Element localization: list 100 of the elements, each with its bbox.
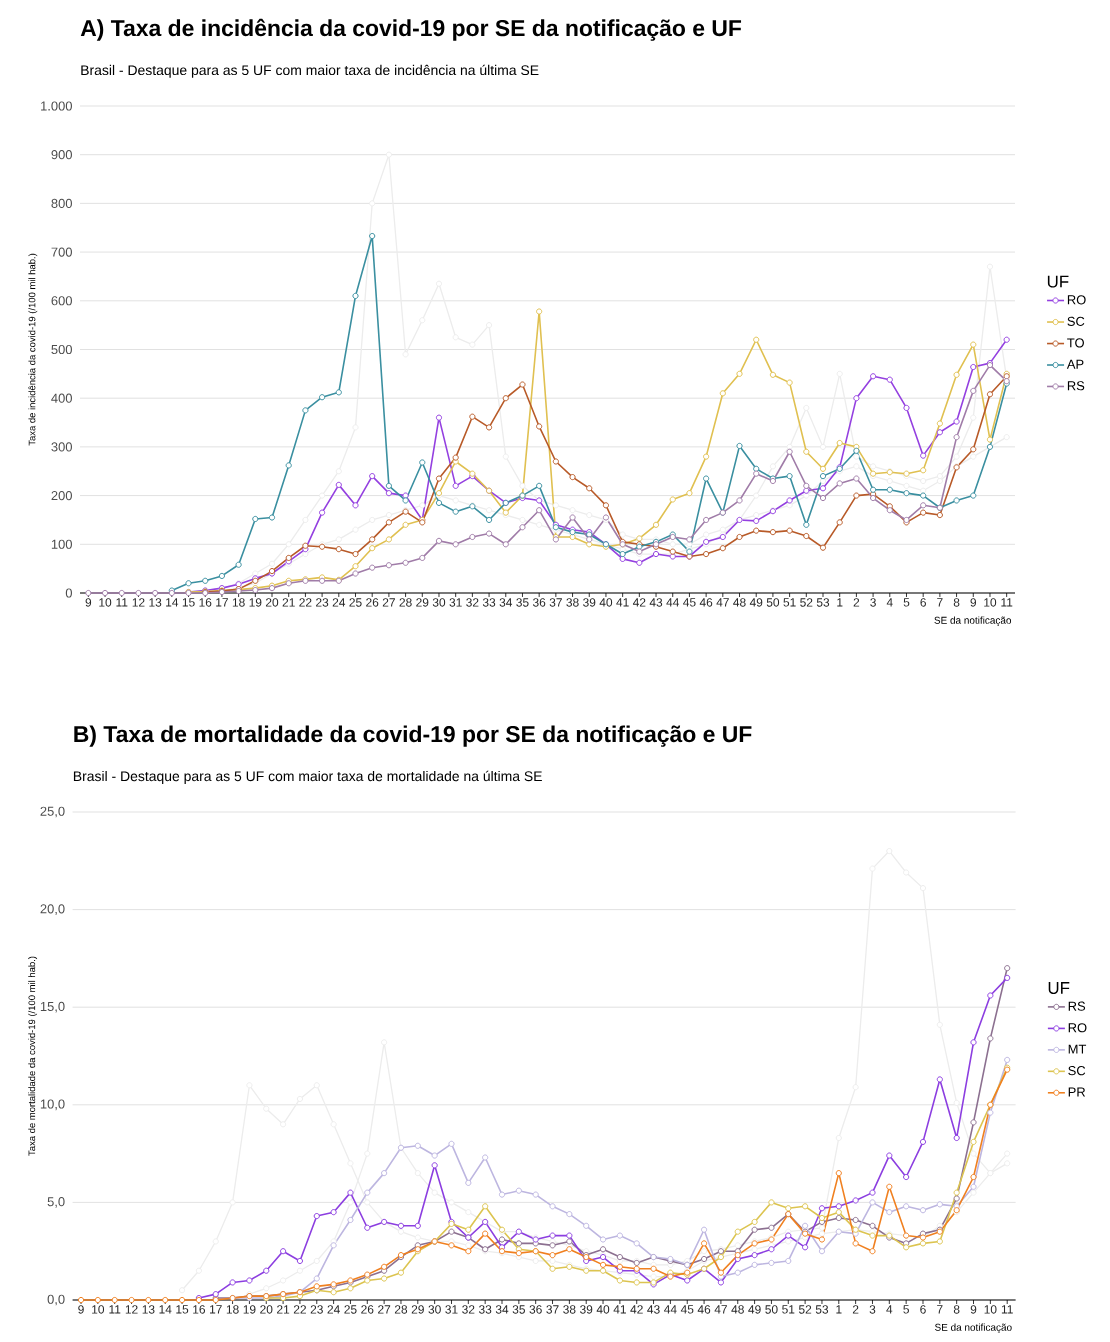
x-tick-label: 20 bbox=[265, 598, 279, 607]
x-tick-label: 33 bbox=[482, 598, 496, 607]
x-tick-label: 16 bbox=[193, 1305, 206, 1314]
x-tick-label: 40 bbox=[596, 1305, 610, 1314]
x-tick-label: 47 bbox=[714, 1305, 727, 1314]
x-tick-label: 29 bbox=[411, 1305, 424, 1314]
legend-label: PR bbox=[1068, 1087, 1086, 1097]
x-tick-label: 18 bbox=[226, 1305, 239, 1314]
y-tick-label: 5,0 bbox=[47, 1197, 65, 1208]
x-tick-label: 9 bbox=[85, 598, 92, 607]
x-tick-label: 52 bbox=[798, 1305, 812, 1314]
x-tick-label: 19 bbox=[243, 1305, 256, 1314]
x-tick-label: 13 bbox=[149, 598, 162, 607]
x-tick-label: 9 bbox=[78, 1305, 84, 1314]
x-tick-label: 24 bbox=[332, 598, 346, 607]
y-tick-label: 0,0 bbox=[47, 1294, 65, 1306]
x-tick-label: 36 bbox=[532, 598, 546, 607]
x-tick-label: 44 bbox=[664, 1305, 677, 1314]
x-tick-label: 17 bbox=[209, 1305, 222, 1314]
x-tick-label: 48 bbox=[731, 1305, 744, 1314]
y-tick-label: 200 bbox=[51, 491, 72, 501]
x-tick-label: 25 bbox=[344, 1305, 357, 1314]
legend-label: AP bbox=[1066, 359, 1084, 369]
x-tick-label: 11 bbox=[116, 598, 128, 607]
x-tick-label: 9 bbox=[970, 1305, 977, 1314]
x-tick-label: 5 bbox=[903, 1305, 909, 1314]
x-tick-label: 47 bbox=[716, 598, 729, 607]
x-tick-label: 4 bbox=[886, 1305, 893, 1314]
x-tick-label: 51 bbox=[783, 598, 796, 607]
x-tick-label: 46 bbox=[699, 598, 713, 607]
x-tick-label: 25 bbox=[349, 598, 362, 607]
x-tick-label: 26 bbox=[366, 598, 379, 607]
y-axis-title: Taxa de mortalidade da covid-19 (/100 mil hab.) bbox=[28, 956, 38, 1156]
x-tick-label: 36 bbox=[529, 1305, 542, 1314]
legend-label: MT bbox=[1068, 1044, 1087, 1054]
x-tick-label: 10 bbox=[984, 598, 997, 607]
x-tick-label: 34 bbox=[499, 598, 513, 607]
x-tick-label: 18 bbox=[232, 598, 245, 607]
legend-label: TO bbox=[1067, 338, 1084, 348]
y-tick-label: 15,0 bbox=[40, 1001, 65, 1013]
x-tick-label: 2 bbox=[852, 1305, 859, 1314]
x-tick-label: 15 bbox=[176, 1305, 189, 1314]
x-tick-label: 9 bbox=[970, 598, 977, 607]
x-tick-label: 19 bbox=[249, 598, 262, 607]
x-tick-label: 28 bbox=[399, 598, 412, 607]
x-tick-label: 30 bbox=[428, 1305, 441, 1314]
x-tick-label: 11 bbox=[109, 1305, 121, 1314]
y-tick-label: 700 bbox=[51, 247, 72, 257]
x-tick-label: 35 bbox=[512, 1305, 525, 1314]
x-tick-label: 7 bbox=[937, 598, 943, 607]
x-tick-label: 23 bbox=[310, 1305, 323, 1314]
chart-subtitle: Brasil - Destaque para as 5 UF com maior taxa de incidência na última SE bbox=[81, 64, 539, 78]
x-tick-label: 27 bbox=[378, 1305, 391, 1314]
x-tick-label: 53 bbox=[815, 1305, 829, 1314]
x-tick-label: 32 bbox=[462, 1305, 475, 1314]
legend-label: RO bbox=[1068, 1023, 1087, 1033]
x-tick-label: 10 bbox=[99, 598, 112, 607]
x-tick-label: 53 bbox=[816, 598, 830, 607]
x-tick-label: 49 bbox=[749, 598, 763, 607]
y-tick-label: 900 bbox=[51, 150, 72, 160]
y-tick-label: 600 bbox=[51, 296, 72, 306]
x-tick-label: 51 bbox=[782, 1305, 795, 1314]
x-tick-label: 41 bbox=[613, 1305, 626, 1314]
x-tick-label: 52 bbox=[800, 598, 813, 607]
legend-title: UF bbox=[1048, 982, 1070, 994]
y-tick-label: 0 bbox=[65, 588, 72, 598]
x-tick-label: 5 bbox=[903, 598, 910, 607]
x-tick-label: 45 bbox=[683, 598, 696, 607]
x-tick-label: 42 bbox=[632, 598, 646, 607]
x-tick-label: 33 bbox=[478, 1305, 492, 1314]
x-tick-label: 43 bbox=[649, 598, 663, 607]
x-tick-label: 22 bbox=[299, 598, 312, 607]
x-tick-label: 43 bbox=[647, 1305, 660, 1314]
x-tick-label: 6 bbox=[920, 598, 926, 607]
legend-label: RS bbox=[1068, 1001, 1086, 1011]
y-tick-label: 10,0 bbox=[40, 1099, 65, 1111]
x-tick-label: 42 bbox=[630, 1305, 643, 1314]
x-tick-label: 4 bbox=[886, 598, 893, 607]
y-tick-label: 25,0 bbox=[40, 806, 65, 818]
x-tick-label: 2 bbox=[853, 598, 860, 607]
legend-label: SC bbox=[1068, 1066, 1086, 1076]
x-tick-label: 38 bbox=[566, 598, 579, 607]
x-tick-label: 31 bbox=[449, 598, 462, 607]
x-tick-label: 37 bbox=[549, 598, 562, 607]
x-tick-label: 13 bbox=[142, 1305, 155, 1314]
legend-title: UF bbox=[1047, 275, 1069, 288]
x-tick-label: 15 bbox=[182, 598, 195, 607]
x-tick-label: 14 bbox=[166, 598, 179, 607]
x-tick-label: 39 bbox=[583, 598, 596, 607]
y-axis-title: Taxa de incidência da covid-19 (/100 mil hab.) bbox=[28, 253, 38, 446]
y-tick-label: 400 bbox=[51, 393, 72, 403]
y-tick-label: 100 bbox=[51, 539, 72, 549]
x-tick-label: 21 bbox=[282, 598, 295, 607]
x-tick-label: 10 bbox=[984, 1305, 997, 1314]
x-tick-label: 29 bbox=[416, 598, 429, 607]
x-tick-label: 6 bbox=[920, 1305, 926, 1314]
x-tick-label: 21 bbox=[277, 1305, 290, 1314]
x-tick-label: 46 bbox=[697, 1305, 711, 1314]
x-tick-label: 14 bbox=[159, 1305, 172, 1314]
x-tick-label: 26 bbox=[361, 1305, 374, 1314]
